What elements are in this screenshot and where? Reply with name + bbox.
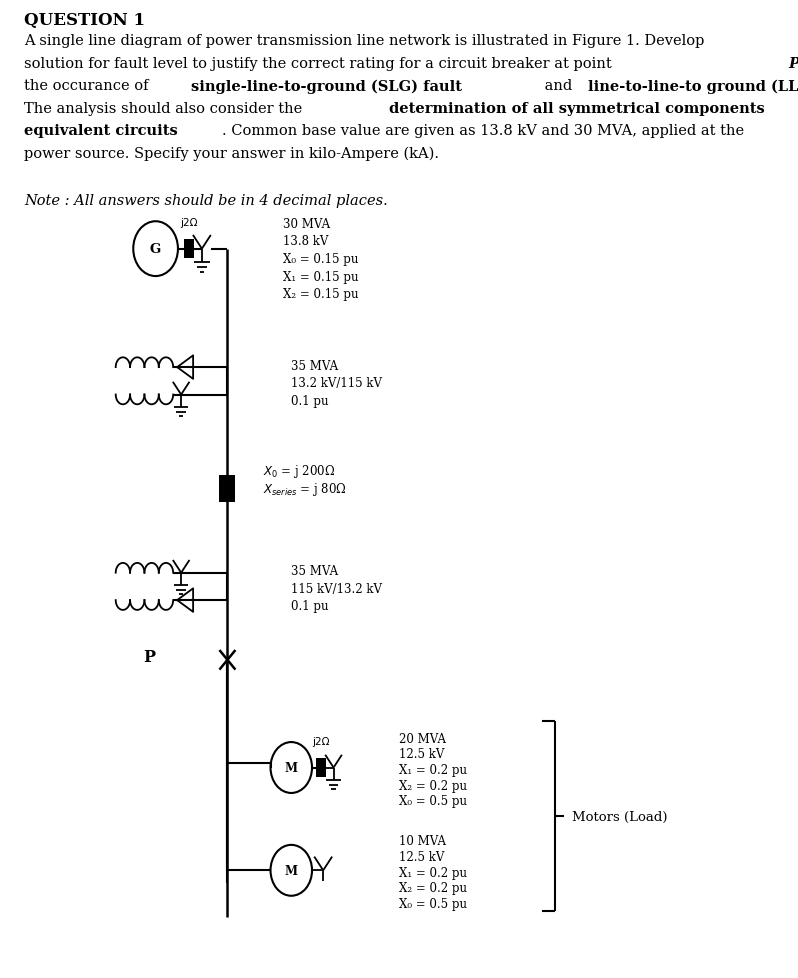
Text: Note : All answers should be in 4 decimal places.: Note : All answers should be in 4 decima… (24, 194, 388, 207)
Text: 13.2 kV/115 kV: 13.2 kV/115 kV (291, 377, 382, 390)
Text: and: and (540, 79, 577, 93)
Text: . Common base value are given as 13.8 kV and 30 MVA, applied at the: . Common base value are given as 13.8 kV… (223, 124, 745, 138)
Text: solution for fault level to justify the correct rating for a circuit breaker at : solution for fault level to justify the … (24, 57, 616, 70)
Text: M: M (285, 761, 298, 775)
Text: M: M (285, 864, 298, 877)
Text: 35 MVA: 35 MVA (291, 359, 338, 373)
Bar (219, 475, 235, 503)
Text: 10 MVA: 10 MVA (399, 834, 446, 848)
Text: 0.1 pu: 0.1 pu (291, 600, 329, 613)
Text: X₀ = 0.5 pu: X₀ = 0.5 pu (399, 897, 467, 911)
Text: X₁ = 0.15 pu: X₁ = 0.15 pu (283, 270, 359, 284)
Text: X₁ = 0.2 pu: X₁ = 0.2 pu (399, 763, 467, 777)
Text: X₀ = 0.5 pu: X₀ = 0.5 pu (399, 794, 467, 808)
Text: G: G (150, 243, 161, 256)
Text: Motors (Load): Motors (Load) (572, 810, 668, 822)
Text: X₁ = 0.2 pu: X₁ = 0.2 pu (399, 866, 467, 879)
Text: A single line diagram of power transmission line network is illustrated in Figur: A single line diagram of power transmiss… (24, 34, 705, 48)
Bar (316, 758, 326, 778)
Text: determination of all symmetrical components: determination of all symmetrical compone… (389, 102, 764, 115)
Text: The analysis should also consider the: The analysis should also consider the (24, 102, 306, 115)
Text: $X_{series}$ = j 80Ω: $X_{series}$ = j 80Ω (263, 480, 347, 498)
Text: X₀ = 0.15 pu: X₀ = 0.15 pu (283, 252, 358, 266)
Text: 0.1 pu: 0.1 pu (291, 394, 329, 408)
Text: 35 MVA: 35 MVA (291, 564, 338, 578)
Text: power source. Specify your answer in kilo-Ampere (kA).: power source. Specify your answer in kil… (24, 147, 439, 161)
Text: 115 kV/13.2 kV: 115 kV/13.2 kV (291, 582, 382, 596)
Text: 20 MVA: 20 MVA (399, 732, 446, 745)
Text: single-line-to-ground (SLG) fault: single-line-to-ground (SLG) fault (191, 79, 461, 94)
Text: 12.5 kV: 12.5 kV (399, 850, 444, 864)
Text: j2Ω: j2Ω (312, 736, 330, 746)
Text: j2Ω: j2Ω (180, 218, 198, 228)
Text: X₂ = 0.2 pu: X₂ = 0.2 pu (399, 778, 467, 792)
Text: $X_0$ = j 200Ω: $X_0$ = j 200Ω (263, 463, 336, 480)
Text: equivalent circuits: equivalent circuits (24, 124, 178, 138)
Text: P: P (144, 648, 156, 666)
Text: 13.8 kV: 13.8 kV (283, 235, 329, 248)
Text: the occurance of: the occurance of (24, 79, 153, 93)
Text: 12.5 kV: 12.5 kV (399, 747, 444, 761)
Bar (184, 240, 194, 259)
Text: X₂ = 0.2 pu: X₂ = 0.2 pu (399, 881, 467, 895)
Text: line-to-line-to ground (LLG): line-to-line-to ground (LLG) (588, 79, 798, 94)
Text: P: P (788, 57, 798, 70)
Text: X₂ = 0.15 pu: X₂ = 0.15 pu (283, 288, 359, 301)
Text: 30 MVA: 30 MVA (283, 217, 330, 231)
Text: QUESTION 1: QUESTION 1 (24, 12, 145, 28)
